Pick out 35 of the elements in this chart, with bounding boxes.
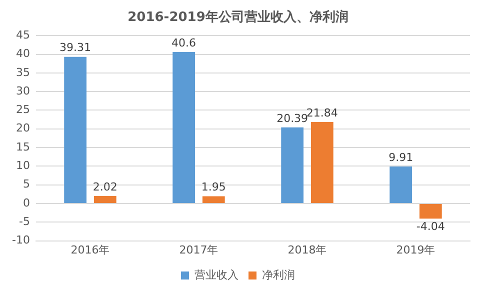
data-label: 1.95 — [201, 180, 226, 194]
data-label: 40.6 — [172, 36, 196, 50]
legend-label: 营业收入 — [194, 268, 238, 282]
x-tick-label: 2016年 — [70, 243, 110, 256]
data-label: 2.02 — [92, 180, 118, 194]
data-label: 9.91 — [388, 150, 414, 164]
y-tick-label: 15 — [16, 140, 30, 154]
x-tick-label: 2019年 — [396, 243, 436, 256]
bar — [390, 166, 412, 203]
data-label: -4.04 — [416, 220, 445, 233]
x-tick-label: 2018年 — [288, 243, 327, 256]
bar — [172, 52, 195, 203]
y-tick-label: 20 — [16, 122, 30, 135]
y-tick-label: 10 — [16, 159, 30, 172]
data-label: 21.84 — [306, 106, 338, 120]
bar — [419, 204, 442, 219]
bar — [64, 56, 86, 203]
y-tick-label: 5 — [22, 178, 30, 191]
bar — [202, 196, 225, 203]
y-tick-label: 40 — [16, 47, 30, 60]
y-tick-label: 0 — [22, 196, 30, 210]
legend-label: 净利润 — [262, 268, 295, 282]
bar — [281, 127, 304, 203]
y-tick-label: 25 — [16, 103, 30, 116]
bar — [310, 122, 334, 203]
data-label: 20.39 — [276, 112, 308, 125]
y-tick-label: -10 — [12, 234, 30, 247]
y-tick-label: 30 — [16, 84, 30, 98]
bar — [94, 196, 116, 203]
y-tick-label: -5 — [19, 215, 30, 228]
x-tick-label: 2017年 — [179, 243, 218, 256]
chart-title: 2016-2019年公司营业收入、净利润 — [128, 9, 348, 26]
y-tick-label: 35 — [16, 66, 30, 79]
data-label: 39.31 — [60, 41, 92, 54]
y-tick-label: 45 — [16, 28, 30, 42]
